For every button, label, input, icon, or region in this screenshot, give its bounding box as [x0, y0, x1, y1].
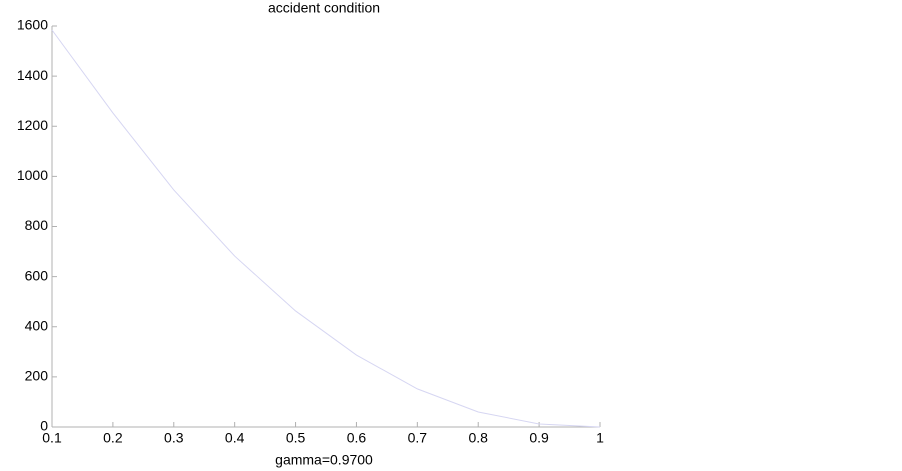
y-tick-label: 1400	[17, 67, 48, 83]
y-tick-label: 0	[40, 418, 48, 434]
x-tick-label: 1	[596, 430, 604, 446]
x-axis-label: gamma=0.9700	[275, 452, 373, 468]
y-tick-label: 1600	[17, 17, 48, 33]
y-tick-label: 1000	[17, 167, 48, 183]
y-tick-label: 800	[25, 217, 49, 233]
y-tick-label: 600	[25, 267, 49, 283]
x-tick-label: 0.4	[225, 430, 245, 446]
x-tick-label: 0.7	[408, 430, 428, 446]
chart-title: accident condition	[268, 0, 380, 16]
x-tick-label: 0.3	[164, 430, 184, 446]
line-series	[51, 29, 601, 428]
x-tick-label: 0.6	[347, 430, 367, 446]
x-tick-label: 0.8	[468, 430, 488, 446]
x-tick-label: 0.2	[103, 430, 123, 446]
x-tick-label: 0.9	[529, 430, 549, 446]
x-tick-label: 0.5	[286, 430, 306, 446]
x-tick-label: 0.1	[42, 430, 62, 446]
y-tick-label: 1200	[17, 117, 48, 133]
y-tick-label: 400	[25, 317, 49, 333]
y-tick-label: 200	[25, 368, 49, 384]
